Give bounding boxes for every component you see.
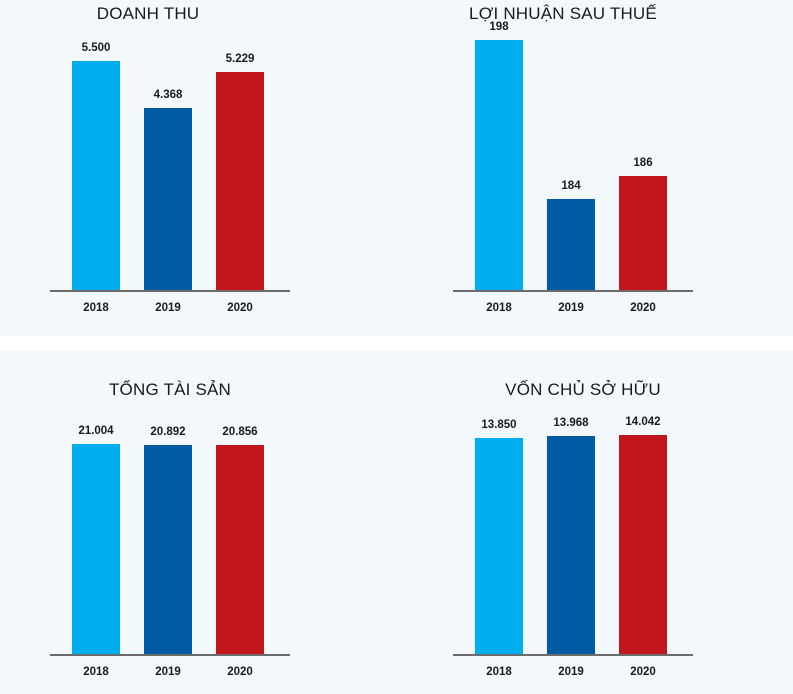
chart-title: LỢI NHUẬN SAU THUẾ bbox=[469, 4, 657, 23]
x-tick-label: 2019 bbox=[558, 666, 584, 678]
data-label: 20.856 bbox=[222, 426, 258, 439]
bar-2018 bbox=[475, 40, 523, 290]
x-axis bbox=[453, 654, 693, 656]
x-tick-label: 2020 bbox=[227, 666, 253, 678]
bar-2020 bbox=[619, 176, 667, 290]
chart-revenue: DOANH THU 5.500 2018 4.368 2019 5.229 2020 bbox=[0, 0, 390, 330]
bar-2019 bbox=[547, 199, 595, 290]
bar-2019 bbox=[547, 435, 595, 654]
data-label: 198 bbox=[489, 21, 509, 33]
x-tick-label: 2020 bbox=[227, 302, 253, 314]
panel-divider bbox=[0, 336, 793, 351]
data-label: 4.368 bbox=[153, 89, 183, 101]
x-tick-label: 2018 bbox=[83, 302, 109, 314]
x-tick-label: 2020 bbox=[630, 302, 656, 314]
x-tick-label: 2019 bbox=[558, 302, 584, 314]
data-label: 13.850 bbox=[481, 418, 517, 431]
data-label: 186 bbox=[633, 157, 653, 170]
x-tick-label: 2019 bbox=[155, 302, 181, 314]
x-tick-label: 2018 bbox=[486, 302, 512, 314]
data-label: 5.229 bbox=[225, 53, 255, 66]
bar-2020 bbox=[619, 434, 667, 654]
bar-2020 bbox=[216, 72, 264, 290]
x-tick-label: 2020 bbox=[630, 666, 656, 678]
data-label: 14.042 bbox=[625, 415, 661, 428]
chart-title: TỔNG TÀI SẢN bbox=[108, 380, 232, 399]
chart-title: DOANH THU bbox=[96, 4, 200, 23]
bar-2019 bbox=[144, 108, 192, 290]
x-tick-label: 2018 bbox=[486, 666, 512, 678]
chart-total-assets: TỔNG TÀI SẢN 21.004 2018 20.892 2019 20.856 20… bbox=[0, 364, 390, 694]
data-label: 20.892 bbox=[150, 426, 186, 439]
bar-2018 bbox=[72, 60, 120, 290]
chart-net-profit: LỢI NHUẬN SAU THUẾ 198 2018 184 2019 186 2020 bbox=[403, 0, 793, 330]
x-tick-label: 2018 bbox=[83, 666, 109, 678]
data-label: 184 bbox=[561, 180, 581, 193]
bar-2018 bbox=[72, 443, 120, 654]
x-axis bbox=[50, 654, 290, 656]
bar-2020 bbox=[216, 445, 264, 654]
x-axis bbox=[50, 290, 290, 292]
data-label: 5.500 bbox=[81, 41, 111, 54]
data-label: 13.968 bbox=[553, 416, 589, 429]
bar-2018 bbox=[475, 437, 523, 654]
x-axis bbox=[453, 290, 693, 292]
x-tick-label: 2019 bbox=[155, 666, 181, 678]
chart-equity: VỐN CHỦ SỞ HỮU 13.850 2018 13.968 2019 14.042… bbox=[403, 364, 793, 694]
data-label: 21.004 bbox=[78, 424, 114, 437]
chart-title: VỐN CHỦ SỞ HỮU bbox=[505, 380, 661, 399]
bar-2019 bbox=[144, 445, 192, 654]
